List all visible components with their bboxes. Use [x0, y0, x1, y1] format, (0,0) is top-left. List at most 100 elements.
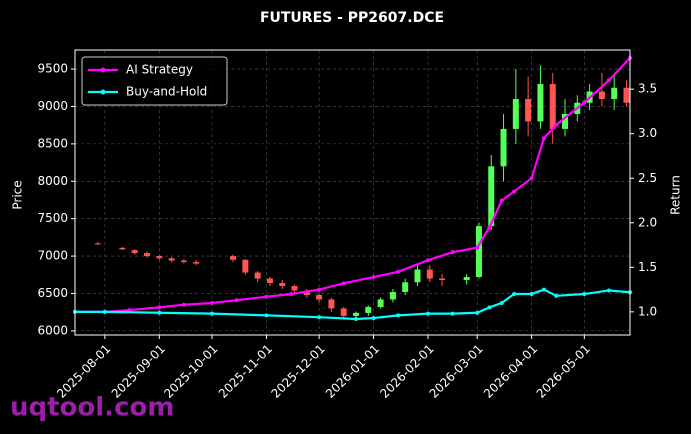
series-marker — [512, 292, 517, 297]
candle — [549, 72, 556, 144]
series-marker — [209, 300, 214, 305]
series-marker — [450, 250, 455, 255]
candle-body — [266, 278, 273, 284]
series-marker — [606, 78, 611, 83]
legend-label: Buy-and-Hold — [126, 85, 207, 99]
legend: AI Strategy Buy-and-Hold — [81, 56, 228, 106]
candle-body — [156, 256, 163, 259]
y-axis-label: Price — [11, 180, 25, 209]
y-tick-label: 6000 — [37, 323, 68, 337]
series-marker — [554, 122, 559, 127]
candle-body — [611, 87, 618, 99]
candle-body — [242, 259, 249, 273]
candle-body — [131, 250, 138, 254]
y-tick-label: 8500 — [37, 136, 68, 150]
candle-body — [426, 269, 433, 279]
candle-body — [193, 262, 200, 264]
candle — [156, 255, 163, 260]
series-marker — [371, 275, 376, 280]
candle — [500, 113, 507, 182]
series-marker — [450, 311, 455, 316]
candle-body — [365, 306, 372, 313]
candle-body — [525, 98, 532, 122]
candle-body — [279, 283, 286, 287]
candle — [119, 247, 126, 251]
candle-body — [598, 91, 605, 99]
series-marker — [426, 258, 431, 263]
candle — [426, 265, 433, 283]
candle-body — [254, 272, 261, 279]
candle-body — [537, 84, 544, 122]
candle-body — [488, 166, 495, 227]
series-marker — [475, 310, 480, 315]
series-marker — [582, 100, 587, 105]
watermark: uqtool.com — [10, 393, 174, 423]
series-marker — [127, 308, 132, 313]
series-marker — [157, 310, 162, 315]
series-marker — [541, 287, 546, 292]
series-marker — [157, 305, 162, 310]
candle-body — [303, 290, 310, 295]
series-marker — [317, 287, 322, 292]
candle-body — [414, 269, 421, 283]
series-marker — [396, 313, 401, 318]
candle-body — [500, 128, 507, 167]
candle-body — [549, 84, 556, 129]
candle-body — [623, 87, 630, 103]
legend-box — [81, 56, 228, 106]
series-marker — [102, 309, 107, 314]
series-marker — [512, 189, 517, 194]
series-marker — [582, 292, 587, 297]
candle-body — [463, 277, 470, 281]
candle — [439, 274, 446, 287]
series-marker — [371, 316, 376, 321]
series-marker — [475, 245, 480, 250]
series-marker — [181, 302, 186, 307]
candle-body — [340, 308, 347, 316]
candle-body — [389, 291, 396, 300]
candle — [180, 259, 187, 264]
candle — [365, 305, 372, 316]
series-marker — [426, 311, 431, 316]
candle-body — [291, 286, 298, 291]
candle-body — [353, 312, 360, 316]
series-line — [75, 288, 631, 321]
candle — [168, 256, 175, 263]
series-marker — [264, 294, 269, 299]
series-marker — [264, 313, 269, 318]
x-tick-label: 2025-11-01 — [216, 342, 275, 401]
chart-title: FUTURES - PP2607.DCE — [260, 10, 444, 26]
candle-body — [180, 260, 187, 263]
x-tick-label: 2026-01-01 — [323, 342, 382, 401]
candle — [475, 222, 482, 279]
series-marker — [354, 316, 359, 321]
candle — [291, 284, 298, 294]
series-marker — [341, 281, 346, 286]
candle-body — [328, 299, 335, 309]
candle — [611, 76, 618, 111]
candle — [94, 241, 101, 245]
legend-label: AI Strategy — [126, 63, 193, 77]
candle — [328, 297, 335, 313]
candle — [131, 249, 138, 255]
candle-body — [377, 299, 384, 307]
candle-body — [119, 247, 126, 250]
candle-body — [94, 243, 101, 245]
y-tick-label: 9000 — [37, 99, 68, 113]
series-marker — [487, 305, 492, 310]
candle — [230, 254, 237, 263]
series-marker — [499, 198, 504, 203]
series-marker — [499, 300, 504, 305]
x-tick-label: 2025-12-01 — [269, 342, 328, 401]
candle-body — [512, 98, 519, 129]
y2-tick-label: 1.5 — [638, 260, 657, 274]
candle — [512, 69, 519, 144]
y2-axis-label: Return — [669, 175, 683, 215]
candle-body — [475, 226, 482, 278]
candle — [144, 251, 151, 258]
y-tick-label: 8000 — [37, 174, 68, 188]
series-marker — [289, 292, 294, 297]
candle — [316, 293, 323, 303]
x-tick-label: 2026-04-01 — [481, 342, 540, 401]
x-tick-label: 2026-05-01 — [534, 342, 593, 401]
